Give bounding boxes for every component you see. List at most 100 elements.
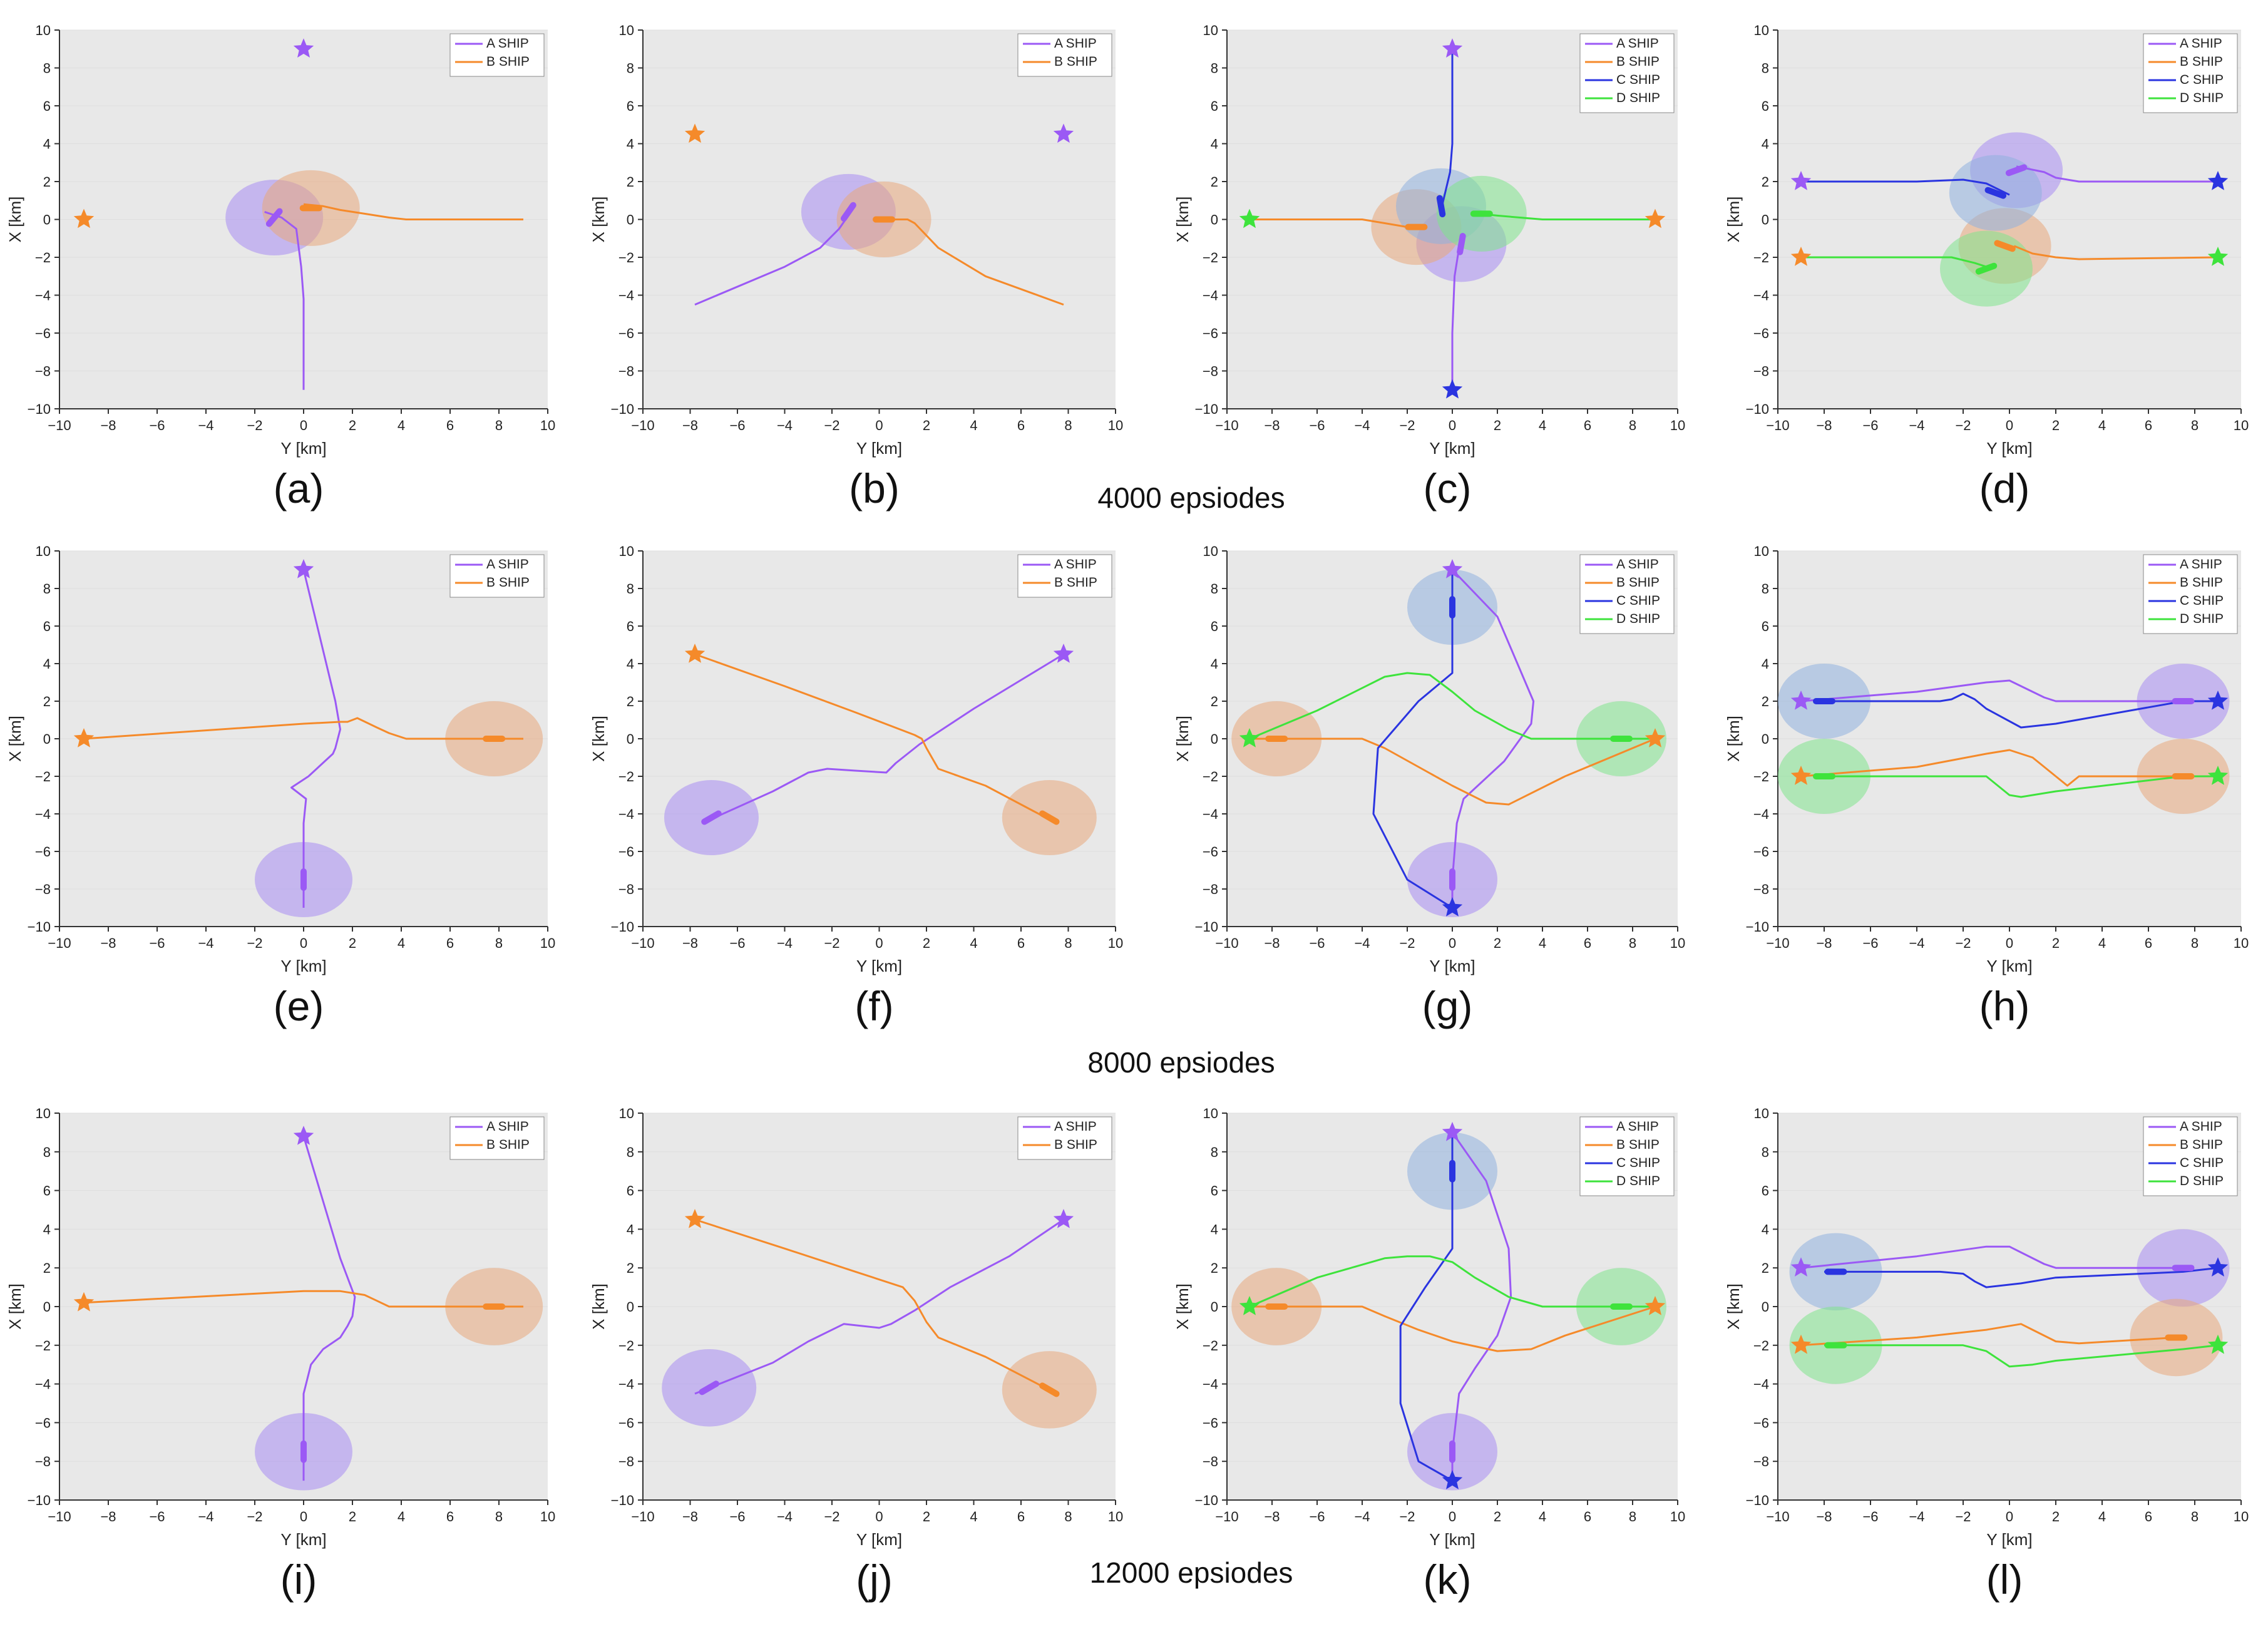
x-tick-label: −8 <box>100 1509 116 1524</box>
x-tick-label: −10 <box>48 1509 71 1524</box>
x-tick-label: −4 <box>198 1509 213 1524</box>
goal-star-icon <box>1442 1470 1463 1489</box>
x-tick-label: −2 <box>1955 418 1971 433</box>
legend <box>1579 33 1675 113</box>
x-tick-label: −10 <box>1766 935 1789 951</box>
y-tick-label: 4 <box>43 656 51 672</box>
y-tick-label: −2 <box>618 250 634 265</box>
y-tick-label: −6 <box>35 326 51 341</box>
x-tick-label: 2 <box>923 418 930 433</box>
y-tick-label: −4 <box>618 806 634 822</box>
goal-star-icon <box>1239 208 1260 229</box>
y-tick-label: −4 <box>1753 806 1769 822</box>
goal-star-icon <box>1790 1257 1812 1277</box>
x-tick-label: −8 <box>1264 935 1280 951</box>
y-tick-label: −10 <box>1195 401 1218 417</box>
y-tick-label: 8 <box>627 61 634 76</box>
x-tick-label: 10 <box>2234 1509 2249 1524</box>
ship-marker <box>1039 810 1060 825</box>
x-tick-label: −8 <box>100 418 116 433</box>
x-tick-label: 0 <box>2006 1509 2013 1524</box>
y-tick-label: −4 <box>618 288 634 304</box>
trajectory-a-ship <box>1451 1132 1512 1481</box>
x-tick-label: 6 <box>446 935 454 951</box>
x-tick-label: −8 <box>100 935 116 951</box>
goal-star-icon <box>1442 559 1463 578</box>
ship-marker <box>1824 1268 1847 1275</box>
legend-label: B SHIP <box>2180 575 2223 590</box>
y-tick-label: 6 <box>1211 1183 1218 1199</box>
goal-star-icon <box>293 1126 314 1145</box>
x-tick-label: 8 <box>495 418 503 433</box>
x-axis-label: Y [km] <box>280 439 326 458</box>
x-tick-label: −6 <box>729 418 745 433</box>
x-tick-label: 6 <box>2145 418 2152 433</box>
ship-marker <box>701 810 722 825</box>
x-tick-label: 4 <box>398 418 405 433</box>
y-tick-label: 8 <box>1762 61 1769 76</box>
x-tick-label: 4 <box>2098 418 2106 433</box>
y-tick-label: 10 <box>1754 23 1769 38</box>
ship-marker <box>2005 164 2028 177</box>
x-tick-label: −6 <box>1309 935 1325 951</box>
y-tick-label: −6 <box>35 844 51 860</box>
subfigure-label: (k) <box>1424 1556 1472 1603</box>
y-tick-label: 2 <box>1211 694 1218 709</box>
legend <box>1017 33 1112 77</box>
legend-label: A SHIP <box>486 1119 529 1134</box>
goal-star-icon <box>1645 728 1666 748</box>
goal-star-icon <box>1053 644 1074 663</box>
y-tick-label: 0 <box>43 1299 51 1315</box>
x-tick-label: −6 <box>149 935 165 951</box>
ship-marker <box>1265 736 1288 742</box>
y-tick-label: 6 <box>1762 1183 1769 1199</box>
ship-marker <box>1610 1303 1633 1310</box>
ship-marker <box>1975 262 1998 275</box>
x-tick-label: 6 <box>2145 935 2152 951</box>
legend <box>449 554 545 598</box>
y-tick-label: 8 <box>1211 581 1218 597</box>
y-axis-label: X [km] <box>1724 197 1743 243</box>
legend-label: A SHIP <box>1054 557 1097 572</box>
x-tick-label: −8 <box>682 935 698 951</box>
x-tick-label: −2 <box>247 1509 262 1524</box>
goal-star-icon <box>1442 38 1463 58</box>
trajectory-b-ship <box>2013 245 2219 260</box>
y-tick-label: 4 <box>1211 1221 1218 1237</box>
y-tick-label: 0 <box>1762 1299 1769 1315</box>
y-tick-label: 10 <box>619 543 634 559</box>
x-tick-label: −2 <box>1955 935 1971 951</box>
goal-star-icon <box>1442 379 1463 399</box>
y-tick-label: −8 <box>35 881 51 897</box>
x-tick-label: −8 <box>1264 418 1280 433</box>
trajectory-a-ship <box>1451 568 1535 908</box>
ship-marker <box>2172 1265 2195 1272</box>
legend-label: C SHIP <box>2180 73 2224 87</box>
trajectory-d-ship <box>1824 775 2218 798</box>
x-tick-label: 8 <box>1629 935 1636 951</box>
y-tick-label: 4 <box>627 1221 634 1237</box>
y-tick-label: 4 <box>43 1221 51 1237</box>
x-tick-label: 4 <box>970 418 977 433</box>
trajectory-b-ship <box>694 653 1057 825</box>
x-tick-label: 10 <box>2234 935 2249 951</box>
x-tick-label: 8 <box>2191 1509 2199 1524</box>
x-tick-label: 10 <box>540 1509 555 1524</box>
subfigure-label: (l) <box>1986 1556 2023 1603</box>
y-tick-label: −4 <box>618 1377 634 1392</box>
x-axis-label: Y [km] <box>1986 957 2032 975</box>
y-tick-label: −6 <box>618 326 634 341</box>
legend <box>1017 1116 1112 1160</box>
trajectory-b-ship <box>303 203 523 220</box>
y-tick-label: 6 <box>627 619 634 634</box>
y-tick-label: 6 <box>1762 98 1769 114</box>
ship-marker <box>299 205 322 212</box>
y-tick-label: 0 <box>43 731 51 747</box>
ship-marker <box>1449 1440 1455 1463</box>
goal-star-icon <box>73 208 95 229</box>
x-tick-label: −8 <box>1816 418 1832 433</box>
x-axis-label: Y [km] <box>1429 957 1475 975</box>
trajectory-a-ship <box>302 1136 356 1481</box>
x-tick-label: 10 <box>540 935 555 951</box>
x-tick-label: −10 <box>631 418 654 433</box>
